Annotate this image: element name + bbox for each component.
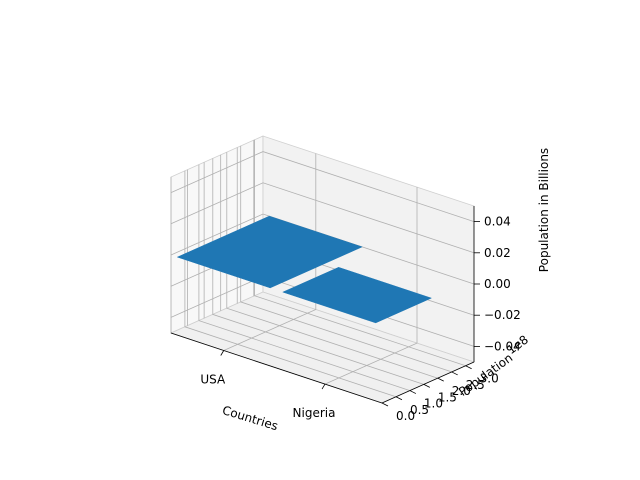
y-tick-label-3: 1.5	[438, 390, 457, 404]
grid-z-4	[170, 151, 475, 222]
grid-y-5	[240, 145, 452, 373]
y-tick-label-0: 0.0	[396, 409, 415, 423]
grid-z-3	[170, 182, 475, 254]
x-tick-mark-1	[321, 383, 326, 390]
y-tick-mark-2	[409, 390, 417, 394]
y-axis-line	[381, 361, 475, 404]
y-tick-mark-4	[437, 377, 444, 382]
z-tick-label-4: 0.04	[484, 215, 511, 229]
y-tick-mark-6	[465, 365, 472, 370]
x-axis-line	[170, 332, 383, 404]
x-tick-mark-0	[220, 350, 225, 356]
tick-labels: USA Nigeria 0.00.51.01.52.02.53.0 −0.04 −0.0…	[200, 215, 520, 423]
x-tick-label-0: USA	[200, 373, 226, 387]
y-tick-mark-0	[381, 402, 389, 407]
grid-y-1	[184, 170, 397, 398]
grid-y-3	[212, 158, 424, 385]
z-tick-label-0: −0.04	[484, 339, 521, 353]
y-tick-mark-5	[451, 371, 458, 376]
grid-y-4	[226, 152, 438, 379]
grid-y-6	[254, 139, 466, 367]
z-tick-label-1: −0.02	[484, 308, 521, 322]
z-tick-label-2: 0.00	[484, 277, 511, 291]
y-tick-label-6: 3.0	[480, 372, 499, 386]
bar-usa	[176, 215, 363, 289]
grid-x-0	[223, 153, 317, 351]
grid-z-2	[170, 213, 475, 285]
y-tick-label-4: 2.0	[452, 384, 471, 398]
z-axis-label: Population in Billions	[537, 148, 551, 272]
bar-nigeria	[282, 267, 433, 324]
y-tick-mark-1	[395, 396, 403, 401]
x-tick-label-1: Nigeria	[293, 406, 336, 420]
x-axis-label: Countries	[221, 403, 280, 433]
z-tick-label-3: 0.02	[484, 246, 511, 260]
bars-group	[176, 215, 433, 324]
grid-x-1	[324, 187, 418, 385]
axis-lines	[170, 206, 480, 407]
grid-y-2	[198, 164, 411, 391]
y-tick-mark-3	[423, 384, 430, 388]
y-tick-label-2: 1.0	[424, 397, 443, 411]
y-tick-label-5: 2.5	[466, 378, 485, 392]
y-tick-label-1: 0.5	[410, 403, 429, 417]
